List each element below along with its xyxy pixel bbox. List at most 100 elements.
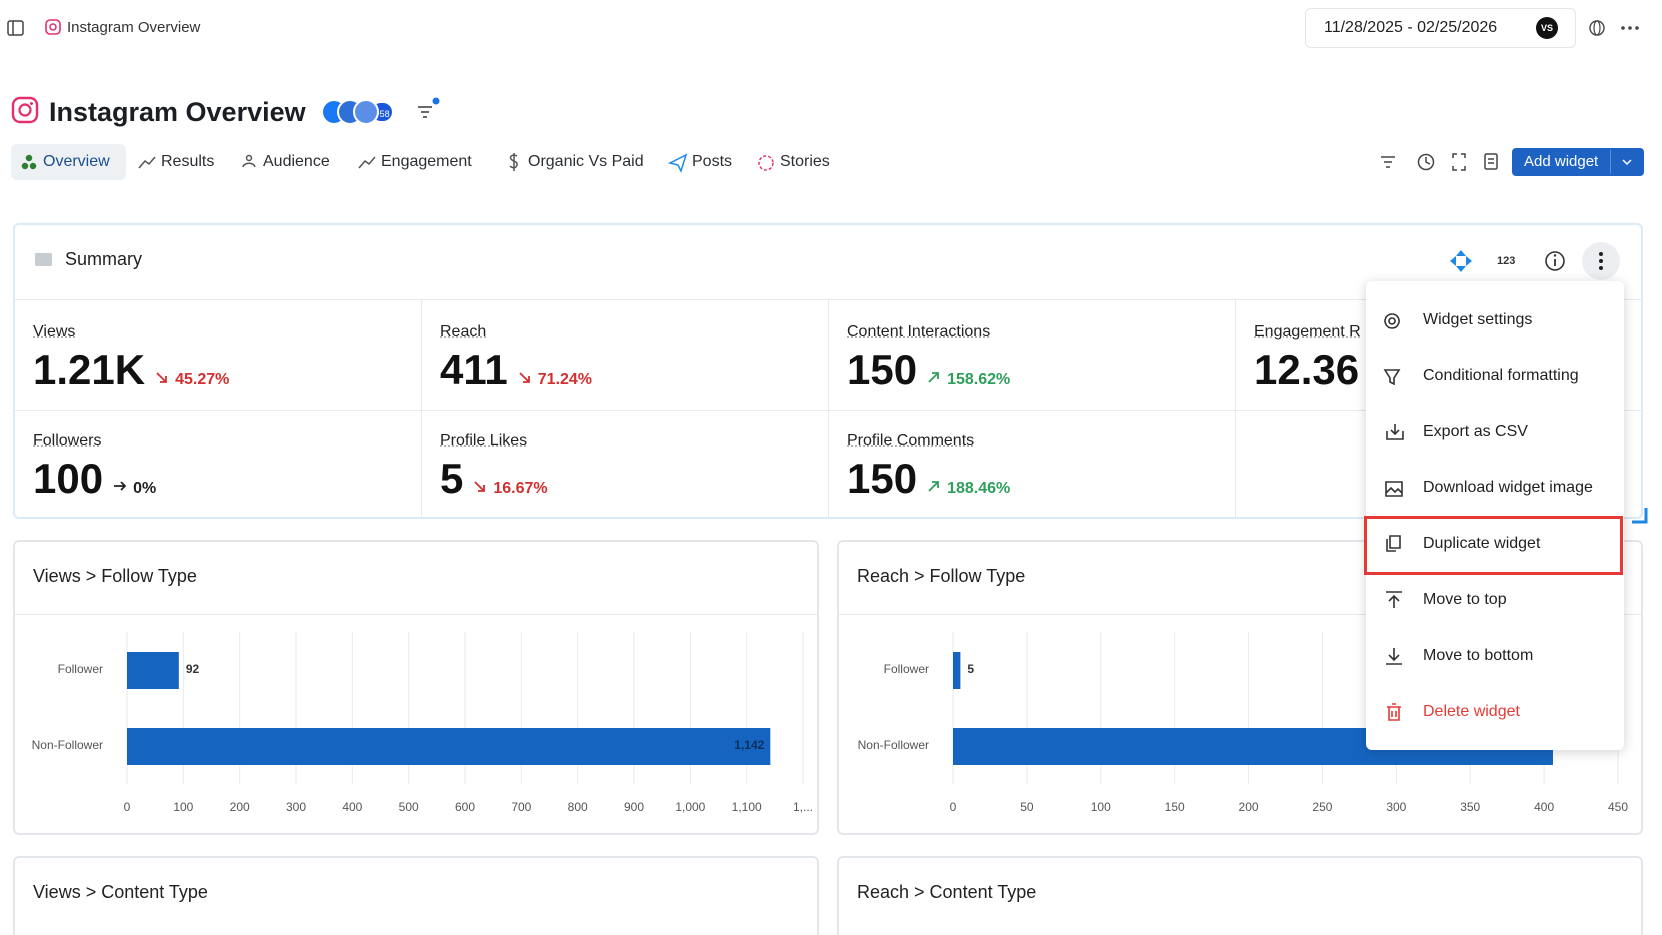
x-tick-label: 50 <box>1020 800 1034 814</box>
page-title: Instagram Overview <box>49 97 306 127</box>
globe-icon-meridian <box>1593 20 1601 36</box>
browser-tab-title[interactable]: Instagram Overview <box>67 19 201 36</box>
kebab-icon <box>1599 252 1603 270</box>
more-icon[interactable] <box>1621 26 1639 30</box>
x-tick-label: 450 <box>1608 800 1628 814</box>
metric-row: 150 158.62% <box>847 346 1010 394</box>
dollar <box>509 153 518 171</box>
menu-icon <box>1386 591 1402 608</box>
tab[interactable]: Results <box>161 153 215 170</box>
tab-icon <box>21 154 37 170</box>
bar <box>127 652 179 689</box>
metric-label: Profile Comments <box>847 432 975 449</box>
metric-label: Profile Likes <box>440 432 528 449</box>
x-tick-label: 800 <box>568 800 588 814</box>
tab[interactable]: Engagement <box>381 153 472 170</box>
x-tick-label: 300 <box>286 800 306 814</box>
network-badges[interactable] <box>321 99 379 125</box>
chart-divider <box>15 614 817 615</box>
metric-label: Views <box>33 323 76 340</box>
summary-number-badge[interactable]: 123 <box>1497 255 1516 267</box>
x-tick-label: 150 <box>1165 800 1185 814</box>
tab[interactable]: Posts <box>692 153 733 170</box>
ring <box>758 155 774 171</box>
tab[interactable]: Stories <box>780 153 830 170</box>
trend-arrow <box>928 372 939 383</box>
metric-row: 12.36 <box>1254 346 1359 394</box>
date-range-box[interactable] <box>1305 8 1576 48</box>
menu-item[interactable]: Export as CSV <box>1423 423 1528 440</box>
metric-value: 411 <box>440 346 508 393</box>
x-tick-label: 200 <box>230 800 250 814</box>
menu-item[interactable]: Download widget image <box>1423 479 1593 496</box>
trend-arrow <box>114 481 127 491</box>
summary-title: Summary <box>65 249 143 269</box>
x-tick-label: 900 <box>624 800 644 814</box>
metric-change: 0% <box>133 480 157 497</box>
menu-icon <box>1386 424 1404 440</box>
metric-label: Reach <box>440 323 487 340</box>
add-widget-button[interactable]: Add widget <box>1512 148 1644 176</box>
bar <box>127 728 771 765</box>
category-label: Follower <box>58 662 103 676</box>
avatar[interactable]: VS <box>1536 17 1558 39</box>
trend-arrow <box>474 481 486 492</box>
category-label: Non-Follower <box>32 738 103 752</box>
menu-item[interactable]: Move to top <box>1423 591 1507 608</box>
menu-item[interactable]: Widget settings <box>1423 311 1533 328</box>
info-icon-dot <box>1553 254 1557 257</box>
x-tick-label: 1,000 <box>675 800 705 814</box>
metric-change: 16.67% <box>493 480 548 497</box>
x-tick-label: 100 <box>173 800 193 814</box>
tab[interactable]: Audience <box>263 153 330 170</box>
date-range: 11/28/2025 - 02/25/2026 <box>1324 19 1498 36</box>
widget-card <box>13 856 819 935</box>
metric-row: 150 188.46% <box>847 455 1010 503</box>
arrow <box>928 372 939 383</box>
active-tab-bg <box>11 144 126 180</box>
menu-icon <box>1387 703 1401 721</box>
col-divider <box>828 300 829 517</box>
menu-icons <box>1383 313 1404 721</box>
x-tick-label: 200 <box>1239 800 1259 814</box>
metric-row: 411 71.24% <box>440 346 592 394</box>
bar <box>953 652 961 689</box>
tab[interactable]: Overview <box>43 153 110 170</box>
dot <box>21 162 29 170</box>
sidebar-icon[interactable] <box>7 20 24 36</box>
widget-title: Reach > Content Type <box>857 882 1037 902</box>
menu-item[interactable]: Conditional formatting <box>1423 367 1579 384</box>
metric-value: 1.21K <box>33 346 146 393</box>
widget-title: Views > Content Type <box>33 882 208 902</box>
metric-change: 45.27% <box>175 371 230 388</box>
metric-row: 100 0% <box>33 455 156 503</box>
chart-divider <box>839 614 1641 615</box>
dropdown-chevron[interactable] <box>1622 159 1632 166</box>
add-widget-split <box>1610 150 1611 174</box>
metric-label: Engagement R <box>1254 323 1361 340</box>
tab[interactable]: Organic Vs Paid <box>528 153 644 170</box>
x-tick-label: 100 <box>1091 800 1111 814</box>
menu-item[interactable]: Move to bottom <box>1423 647 1534 664</box>
move-icon[interactable] <box>1450 250 1472 272</box>
info-icon[interactable] <box>1545 251 1565 271</box>
x-tick-label: 600 <box>455 800 475 814</box>
menu-icon <box>1383 369 1401 386</box>
col-divider <box>421 300 422 517</box>
resize-handle[interactable] <box>1632 508 1648 524</box>
instagram-icon-lens <box>49 23 57 31</box>
chart-card <box>837 540 1643 835</box>
menu-highlight <box>1364 516 1623 575</box>
menu-item[interactable]: Duplicate widget <box>1423 535 1541 552</box>
menu-item[interactable]: Delete widget <box>1423 703 1520 720</box>
menu-icon <box>1386 648 1402 665</box>
metric-value: 150 <box>847 346 918 393</box>
chart-title: Views > Follow Type <box>33 566 197 586</box>
toolbar-icons[interactable] <box>1381 153 1498 171</box>
x-tick-label: 300 <box>1386 800 1406 814</box>
x-tick-label: 350 <box>1460 800 1480 814</box>
filter-icon[interactable] <box>418 106 432 118</box>
summary-card <box>13 223 1643 519</box>
